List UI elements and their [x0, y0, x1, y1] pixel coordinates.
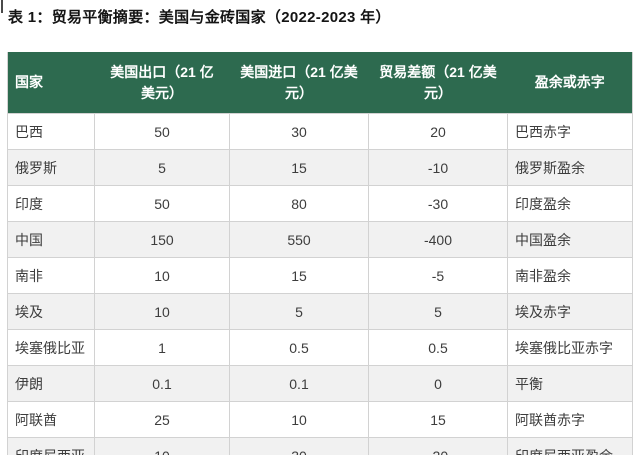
cell-trade-balance: 0.5 [368, 329, 508, 366]
cell-balance-status: 南非盈余 [507, 257, 633, 294]
header-country: 国家 [7, 52, 95, 114]
cell-trade-balance: -10 [368, 149, 508, 186]
table-row: 埃塞俄比亚 1 0.5 0.5 埃塞俄比亚赤字 [7, 329, 633, 366]
cell-us-exports: 50 [94, 185, 230, 222]
cell-country: 俄罗斯 [7, 149, 95, 186]
cell-us-exports: 25 [94, 401, 230, 438]
cell-balance-status: 中国盈余 [507, 221, 633, 258]
trade-balance-table: 国家 美国出口（21 亿美元） 美国进口（21 亿美元） 贸易差额（21 亿美元… [7, 52, 633, 455]
cell-balance-status: 埃及赤字 [507, 293, 633, 330]
text-cursor-artifact [1, 0, 3, 13]
cell-us-imports: 0.1 [229, 365, 369, 402]
cell-country: 埃塞俄比亚 [7, 329, 95, 366]
cell-us-imports: 15 [229, 257, 369, 294]
cell-balance-status: 印度盈余 [507, 185, 633, 222]
cell-trade-balance: 15 [368, 401, 508, 438]
cell-balance-status: 巴西赤字 [507, 113, 633, 150]
table-row: 中国 150 550 -400 中国盈余 [7, 221, 633, 258]
cell-country: 巴西 [7, 113, 95, 150]
cell-us-imports: 10 [229, 401, 369, 438]
table-row: 南非 10 15 -5 南非盈余 [7, 257, 633, 294]
cell-trade-balance: 0 [368, 365, 508, 402]
cell-us-imports: 5 [229, 293, 369, 330]
cell-balance-status: 俄罗斯盈余 [507, 149, 633, 186]
table-row: 埃及 10 5 5 埃及赤字 [7, 293, 633, 330]
cell-balance-status: 平衡 [507, 365, 633, 402]
cell-us-imports: 80 [229, 185, 369, 222]
header-us-imports: 美国进口（21 亿美元） [229, 52, 369, 114]
cell-us-exports: 5 [94, 149, 230, 186]
table-row: 阿联酋 25 10 15 阿联酋赤字 [7, 401, 633, 438]
header-us-exports: 美国出口（21 亿美元） [94, 52, 230, 114]
cell-trade-balance: -20 [368, 437, 508, 455]
cell-country: 印度 [7, 185, 95, 222]
table-body: 巴西 50 30 20 巴西赤字 俄罗斯 5 15 -10 俄罗斯盈余 印度 50 80 -30 印度盈余中… [7, 113, 633, 455]
table-caption: 表 1：贸易平衡摘要：美国与金砖国家（2022-2023 年） [8, 9, 391, 26]
table-row: 伊朗 0.1 0.1 0 平衡 [7, 365, 633, 402]
cell-trade-balance: -30 [368, 185, 508, 222]
cell-us-exports: 10 [94, 293, 230, 330]
header-surplus-deficit: 盈余或赤字 [507, 52, 633, 114]
header-trade-balance: 贸易差额（21 亿美元） [368, 52, 508, 114]
cell-us-exports: 10 [94, 437, 230, 455]
cell-country: 中国 [7, 221, 95, 258]
table-row: 俄罗斯 5 15 -10 俄罗斯盈余 [7, 149, 633, 186]
cell-us-exports: 150 [94, 221, 230, 258]
cell-us-imports: 30 [229, 113, 369, 150]
cell-trade-balance: 5 [368, 293, 508, 330]
cell-us-exports: 1 [94, 329, 230, 366]
cell-us-imports: 0.5 [229, 329, 369, 366]
cell-country: 埃及 [7, 293, 95, 330]
cell-trade-balance: -400 [368, 221, 508, 258]
cell-balance-status: 印度尼西亚盈余 [507, 437, 633, 455]
cell-us-imports: 550 [229, 221, 369, 258]
cell-balance-status: 埃塞俄比亚赤字 [507, 329, 633, 366]
cell-us-exports: 0.1 [94, 365, 230, 402]
header-row: 国家 美国出口（21 亿美元） 美国进口（21 亿美元） 贸易差额（21 亿美元… [7, 52, 633, 114]
cell-country: 阿联酋 [7, 401, 95, 438]
cell-us-imports: 30 [229, 437, 369, 455]
cell-country: 南非 [7, 257, 95, 294]
cell-country: 印度尼西亚 [7, 437, 95, 455]
cell-balance-status: 阿联酋赤字 [507, 401, 633, 438]
table-row: 印度 50 80 -30 印度盈余 [7, 185, 633, 222]
cell-country: 伊朗 [7, 365, 95, 402]
table-row: 巴西 50 30 20 巴西赤字 [7, 113, 633, 150]
table-row: 印度尼西亚1030-20印度尼西亚盈余 [7, 437, 633, 455]
cell-trade-balance: 20 [368, 113, 508, 150]
cell-us-exports: 10 [94, 257, 230, 294]
cell-us-imports: 15 [229, 149, 369, 186]
cell-trade-balance: -5 [368, 257, 508, 294]
cell-us-exports: 50 [94, 113, 230, 150]
